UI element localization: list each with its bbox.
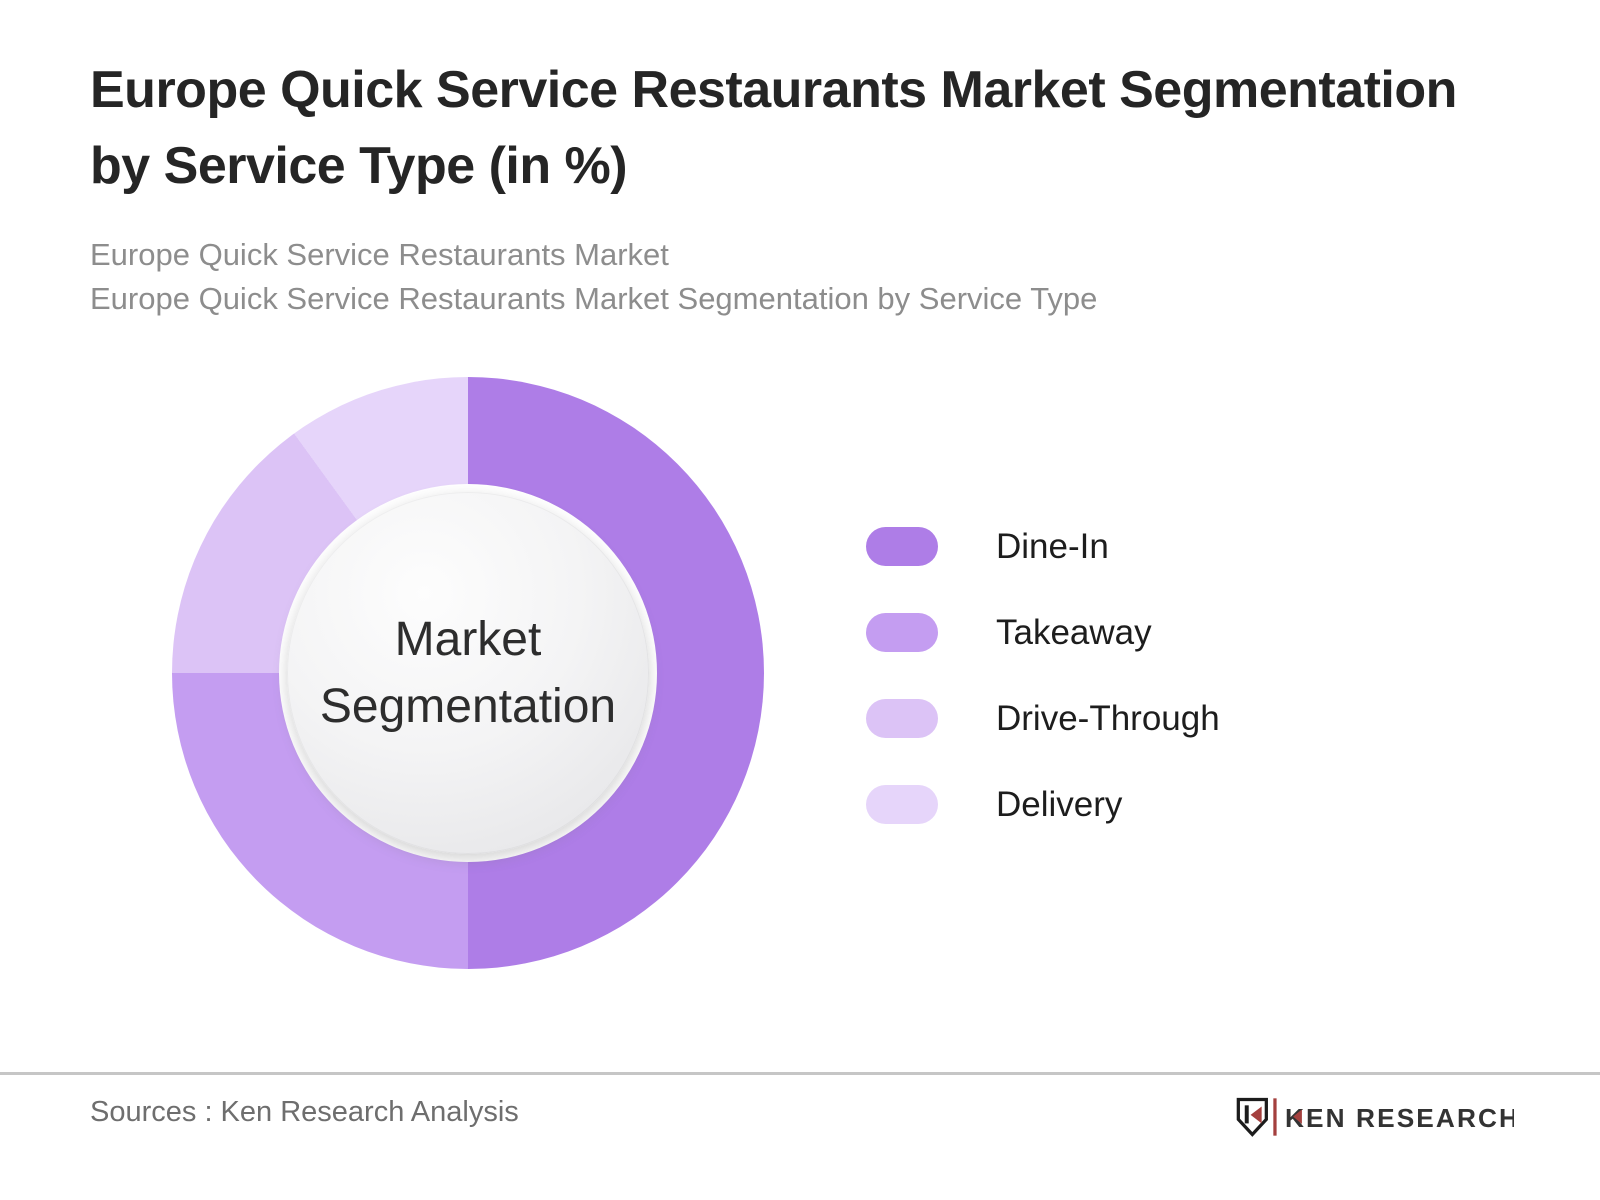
page-title: Europe Quick Service Restaurants Market …	[90, 52, 1520, 204]
legend-label-dine-in: Dine-In	[996, 526, 1109, 566]
ken-research-logo: KEN RESEARCH	[1236, 1096, 1514, 1138]
logo-k-wedge	[1293, 1109, 1303, 1124]
legend-item-dine-in: Dine-In	[866, 527, 1220, 566]
legend-swatch-takeaway	[866, 613, 938, 652]
shield-k-icon	[1237, 1097, 1269, 1137]
donut-center-label: Market Segmentation	[319, 613, 617, 733]
legend-swatch-drive-through	[866, 699, 938, 738]
legend-swatch-dine-in	[866, 527, 938, 566]
legend-label-delivery: Delivery	[996, 784, 1123, 824]
legend-item-drive-through: Drive-Through	[866, 699, 1220, 738]
subtitle-line-1: Europe Quick Service Restaurants Market	[90, 237, 669, 272]
logo-divider	[1273, 1098, 1277, 1136]
legend-item-takeaway: Takeaway	[866, 613, 1220, 652]
legend-item-delivery: Delivery	[866, 785, 1220, 824]
footer: Sources : Ken Research Analysis KEN RESE…	[0, 1072, 1600, 1138]
chart-subtitle: Europe Quick Service Restaurants Market …	[90, 233, 1097, 321]
subtitle-line-2: Europe Quick Service Restaurants Market …	[90, 281, 1098, 316]
ken-research-logo-svg: KEN RESEARCH	[1237, 1097, 1514, 1137]
donut-chart: Market Segmentation	[172, 377, 764, 969]
donut-center-circle: Market Segmentation	[287, 492, 649, 854]
sources-note: Sources : Ken Research Analysis	[90, 1096, 519, 1128]
legend-label-drive-through: Drive-Through	[996, 698, 1220, 738]
page-title-line-2: by Service Type (in %)	[90, 137, 628, 195]
logo-wordmark: KEN RESEARCH	[1285, 1103, 1514, 1133]
legend-label-takeaway: Takeaway	[996, 612, 1152, 652]
legend-swatch-delivery	[866, 785, 938, 824]
page-title-line-1: Europe Quick Service Restaurants Market …	[90, 61, 1457, 119]
chart-legend: Dine-In Takeaway Drive-Through Delivery	[866, 527, 1220, 871]
